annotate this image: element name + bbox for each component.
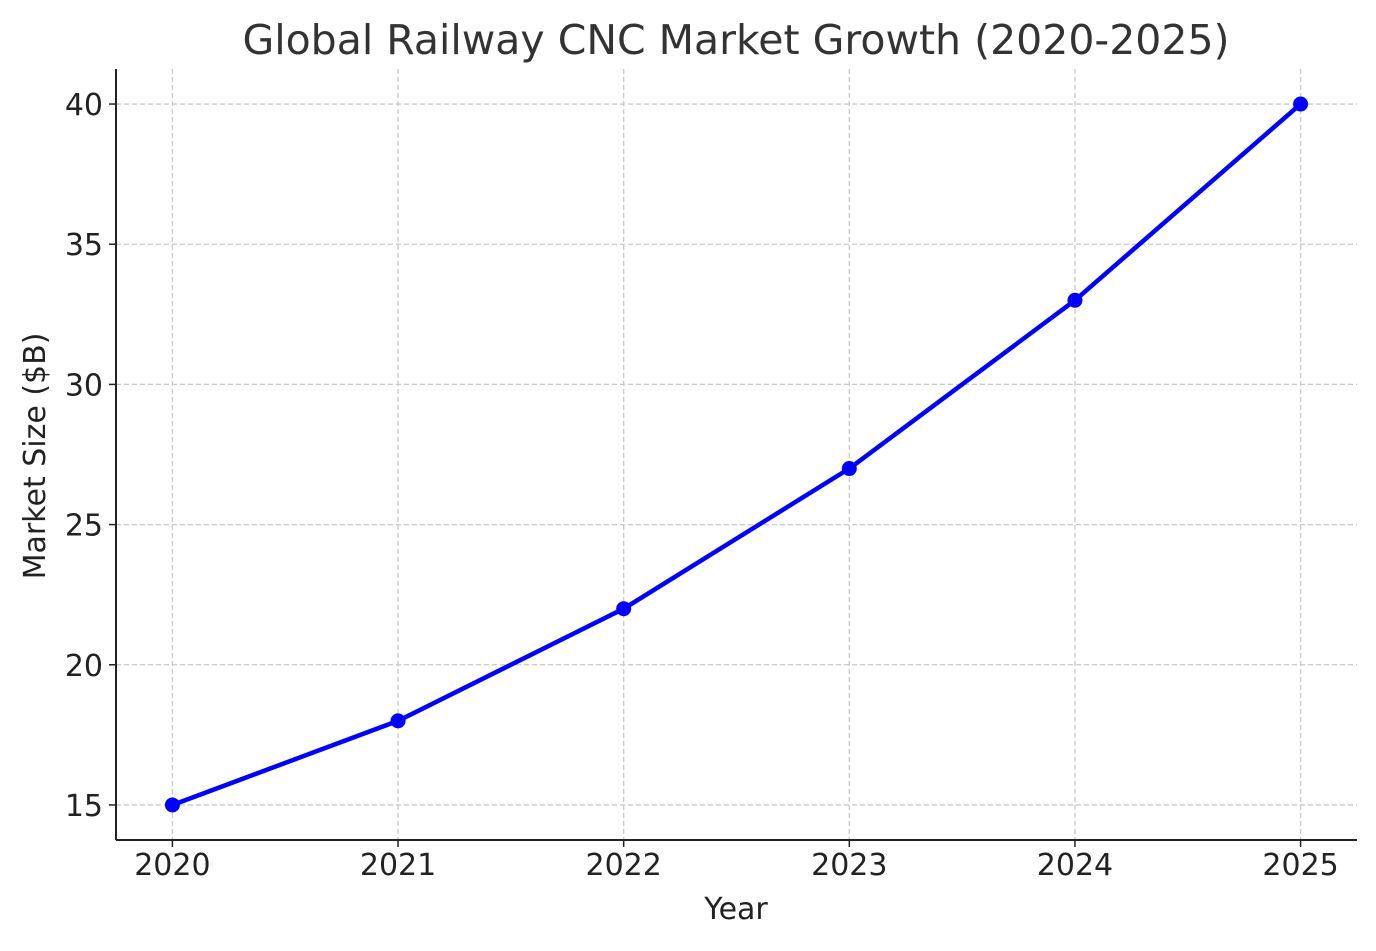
x-tick-label: 2020	[134, 848, 210, 883]
x-tick-label: 2025	[1262, 848, 1338, 883]
x-tick-label: 2022	[586, 848, 662, 883]
data-point	[616, 601, 632, 617]
x-axis-label: Year	[703, 892, 768, 927]
y-tick-label: 15	[65, 789, 103, 824]
series-line	[170, 101, 1303, 808]
y-tick-label: 40	[65, 88, 103, 123]
y-tick-label: 35	[65, 228, 103, 263]
y-axis-label: Market Size ($B)	[18, 333, 53, 580]
y-axis-ticks: 15 20 25 30 35 40	[65, 88, 116, 824]
data-point	[841, 461, 857, 477]
axes	[115, 69, 1357, 841]
data-point	[1293, 96, 1309, 112]
data-point	[1067, 292, 1083, 308]
x-axis-ticks: 2020 2021 2022 2023 2024 2025	[134, 840, 1339, 883]
x-tick-label: 2023	[811, 848, 887, 883]
y-tick-label: 25	[65, 509, 103, 544]
data-point	[390, 713, 406, 729]
data-point	[164, 797, 180, 813]
series	[164, 96, 1309, 813]
y-tick-label: 20	[65, 649, 103, 684]
x-tick-label: 2024	[1037, 848, 1113, 883]
grid	[116, 69, 1357, 840]
y-tick-label: 30	[65, 368, 103, 403]
x-tick-label: 2021	[360, 848, 436, 883]
chart-title: Global Railway CNC Market Growth (2020-2…	[242, 16, 1229, 64]
